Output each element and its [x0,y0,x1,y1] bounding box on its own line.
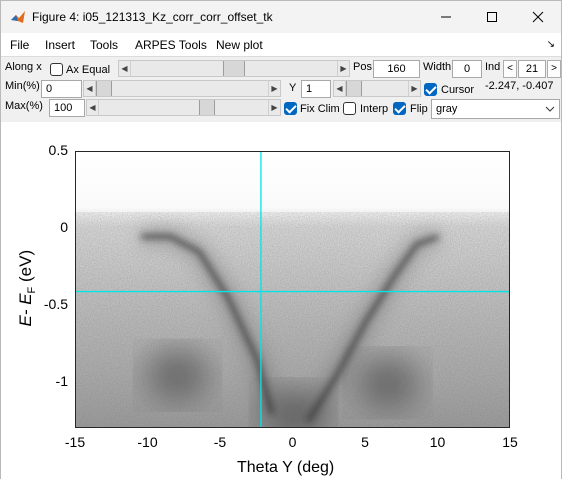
y-axis-label: E- EF (eV) [16,238,38,338]
fix-clim-checkbox[interactable] [284,102,297,115]
pos-label: Pos [353,61,372,73]
pos-field[interactable]: 160 [373,60,420,78]
menu-bar: File Insert Tools ARPES Tools New plot ↘ [1,33,561,57]
control-panel: Along x Ax Equal ◀ ▶ Pos 160 Width 0 Ind… [1,58,561,121]
close-icon [532,11,544,23]
matlab-figure-icon [11,11,25,23]
noise-texture [76,212,509,427]
cursor-checkbox[interactable] [424,83,437,96]
width-label: Width [423,61,452,73]
x-tick-label: -15 [64,434,86,450]
pos-slider[interactable]: ◀ ▶ [118,60,350,77]
colormap-select[interactable]: gray [431,99,560,119]
x-tick-label: -10 [137,434,158,450]
plot-axes[interactable] [75,151,510,428]
width-field[interactable]: 0 [452,60,482,78]
y-tick-label: -1 [55,372,68,389]
ax-equal-label: Ax Equal [66,64,111,76]
slider-thumb[interactable] [199,100,215,115]
interp-label: Interp [360,103,389,115]
x-tick-label: 10 [429,434,446,450]
x-tick-label: 5 [361,434,369,450]
slider-left-arrow-icon[interactable]: ◀ [119,61,131,76]
slider-thumb[interactable] [223,61,245,76]
figure-canvas: 0.5 0 -0.5 -1 -15 -10 -5 0 5 10 15 Theta Y (deg) … [1,122,561,479]
heatmap-image [76,152,509,427]
menu-new-plot[interactable]: New plot [216,38,263,52]
maximize-icon [487,12,497,22]
minimize-icon [441,16,451,18]
title-bar: Figure 4: i05_121313_Kz_corr_corr_offset… [1,1,561,33]
cursor-label: Cursor [441,84,475,96]
y-tick-label: 0.5 [48,142,68,158]
max-label: Max(%) [5,100,43,112]
x-tick-label: 0 [288,434,297,450]
x-tick-label: 15 [502,434,518,450]
y-axis-label-unit: (eV) [15,249,35,287]
y-field[interactable]: 1 [301,80,331,98]
ax-equal-checkbox[interactable] [50,63,63,76]
along-label: Along x [5,61,42,73]
min-label: Min(%) [5,80,40,92]
ind-field[interactable]: 21 [518,60,546,78]
minimize-button[interactable] [423,1,469,33]
slider-left-arrow-icon[interactable]: ◀ [87,100,99,115]
flip-label: Flip [410,103,428,115]
colormap-value: gray [436,103,458,115]
ind-increment-button[interactable]: > [547,60,561,78]
slider-right-arrow-icon[interactable]: ▶ [337,61,349,76]
slider-left-arrow-icon[interactable]: ◀ [84,81,96,96]
slider-right-arrow-icon[interactable]: ▶ [268,100,280,115]
dock-arrow-icon[interactable]: ↘ [546,39,555,50]
y-tick-label: -0.5 [43,295,68,312]
ind-decrement-button[interactable]: < [503,60,517,78]
y-label: Y [289,82,297,94]
x-axis-label: Theta Y (deg) [237,459,335,476]
maximize-button[interactable] [469,1,515,33]
menu-insert[interactable]: Insert [45,38,76,52]
y-tick-label: 0 [60,218,68,235]
ind-label: Ind [485,61,501,73]
y-axis-label-subscript: F [26,286,39,294]
menu-arpes-tools[interactable]: ARPES Tools [135,38,207,52]
min-field[interactable]: 0 [41,80,82,98]
slider-right-arrow-icon[interactable]: ▶ [408,81,420,96]
max-slider[interactable]: ◀ ▶ [86,99,281,116]
slider-left-arrow-icon[interactable]: ◀ [334,81,346,96]
max-field[interactable]: 100 [49,99,85,117]
slider-right-arrow-icon[interactable]: ▶ [268,81,280,96]
y-slider[interactable]: ◀ ▶ [333,80,421,97]
menu-tools[interactable]: Tools [90,38,119,52]
slider-thumb[interactable] [346,81,362,96]
cursor-readout: -2.247, -0.407 [485,80,554,92]
flip-checkbox[interactable] [393,102,406,115]
chevron-down-icon [545,100,555,124]
close-button[interactable] [515,1,561,33]
fix-clim-label: Fix Clim [300,103,340,115]
window-title: Figure 4: i05_121313_Kz_corr_corr_offset… [32,10,273,24]
slider-thumb[interactable] [96,81,112,96]
interp-checkbox[interactable] [343,102,356,115]
x-tick-label: -5 [213,434,227,450]
menu-file[interactable]: File [10,38,30,52]
y-axis-label-main: E- E [15,293,35,327]
min-slider[interactable]: ◀ ▶ [83,80,281,97]
